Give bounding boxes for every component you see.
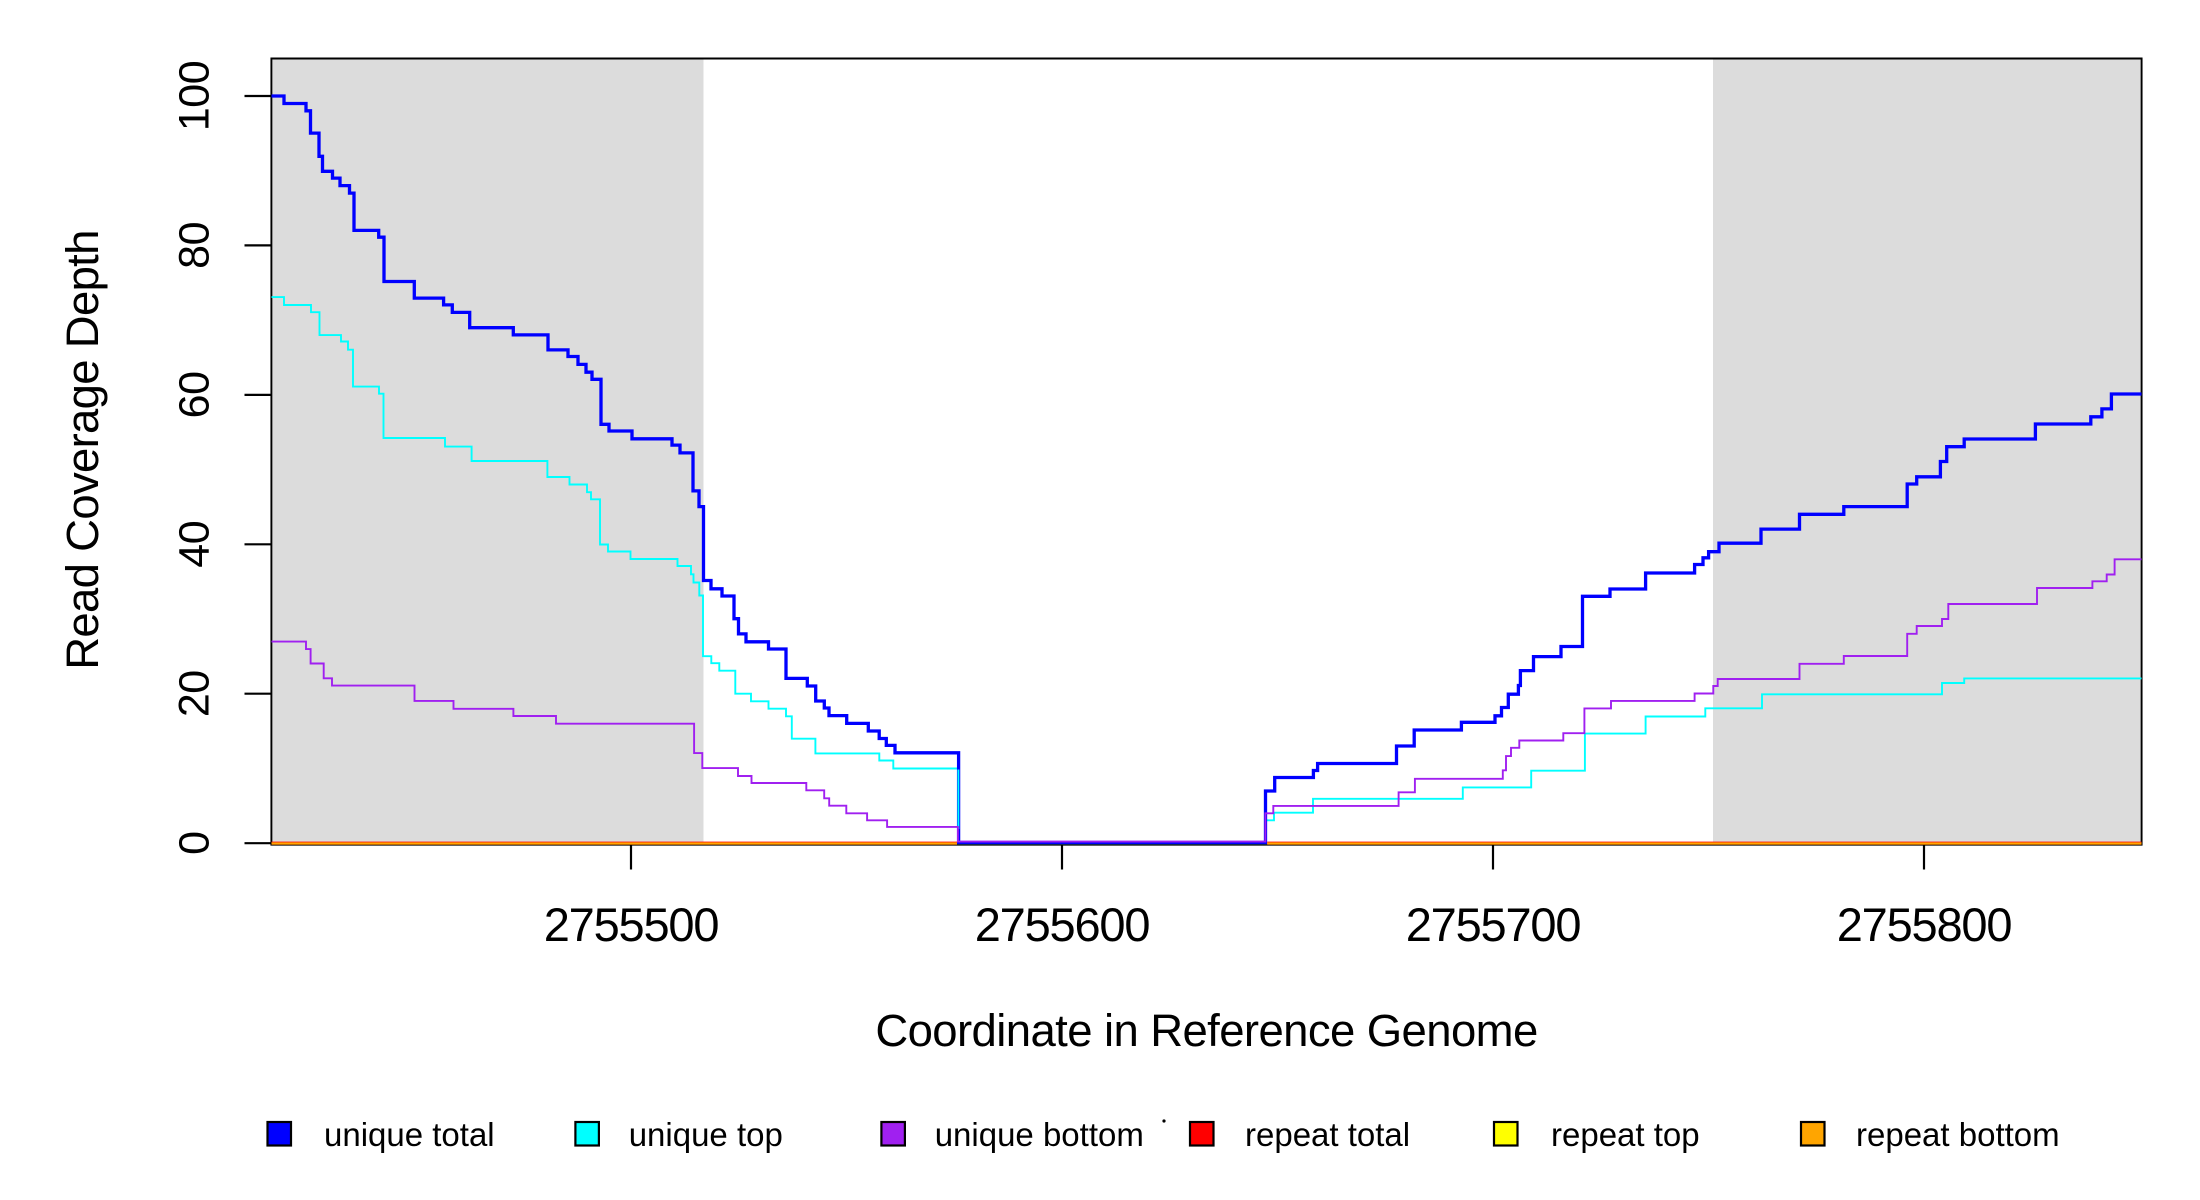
svg-text:repeat top: repeat top xyxy=(1551,1116,1700,1153)
svg-text:repeat total: repeat total xyxy=(1245,1116,1410,1153)
svg-text:100: 100 xyxy=(171,61,219,131)
svg-text:unique bottom: unique bottom xyxy=(935,1116,1144,1153)
svg-text:repeat bottom: repeat bottom xyxy=(1856,1116,2060,1153)
svg-text:20: 20 xyxy=(171,670,219,717)
svg-text:60: 60 xyxy=(171,371,219,418)
svg-text:2755700: 2755700 xyxy=(1406,898,1581,951)
svg-text:Coordinate in Reference Genome: Coordinate in Reference Genome xyxy=(875,1005,1537,1056)
svg-text:0: 0 xyxy=(171,831,219,854)
svg-text:80: 80 xyxy=(171,222,219,269)
svg-text:2755600: 2755600 xyxy=(975,898,1150,951)
svg-text:2755800: 2755800 xyxy=(1837,898,2012,951)
svg-text:2755500: 2755500 xyxy=(544,898,719,951)
svg-text:unique total: unique total xyxy=(324,1116,495,1153)
svg-text:unique top: unique top xyxy=(629,1116,783,1153)
svg-text:Read Coverage Depth: Read Coverage Depth xyxy=(57,230,108,669)
svg-text:40: 40 xyxy=(171,521,219,568)
